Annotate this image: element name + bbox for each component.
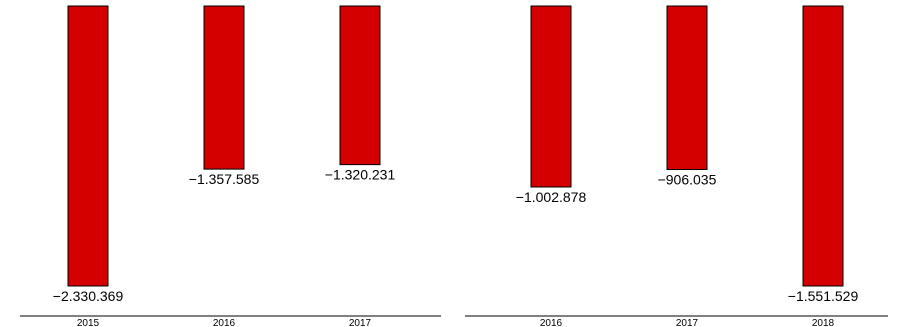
x-tick-label-2016: 2016	[213, 318, 236, 327]
data-label-2018: −1.551.529	[788, 288, 859, 304]
x-tick-label-2016: 2016	[540, 318, 563, 327]
data-label-2016: −1.002.878	[516, 189, 587, 205]
bar-2018	[802, 5, 844, 287]
bar-2016	[530, 5, 572, 188]
x-tick-label-2017: 2017	[676, 318, 699, 327]
x-tick-label-2017: 2017	[349, 318, 372, 327]
data-label-2015: −2.330.369	[53, 288, 124, 304]
bar-2017	[339, 5, 381, 166]
bar-2016	[203, 5, 245, 170]
chart-left: −2.330.369 2015 −1.357.585 2016 −1.320.231 20…	[20, 5, 441, 327]
x-tick-label-2015: 2015	[77, 318, 100, 327]
x-tick-label-2018: 2018	[812, 318, 835, 327]
bar-2017	[666, 5, 708, 171]
chart-right: −1.002.878 2016 −906.035 2017 −1.551.529 2018	[465, 5, 888, 327]
bar-2015	[67, 5, 109, 287]
data-label-2017: −906.035	[658, 172, 717, 188]
data-label-2016: −1.357.585	[189, 171, 260, 187]
data-label-2017: −1.320.231	[325, 167, 396, 183]
